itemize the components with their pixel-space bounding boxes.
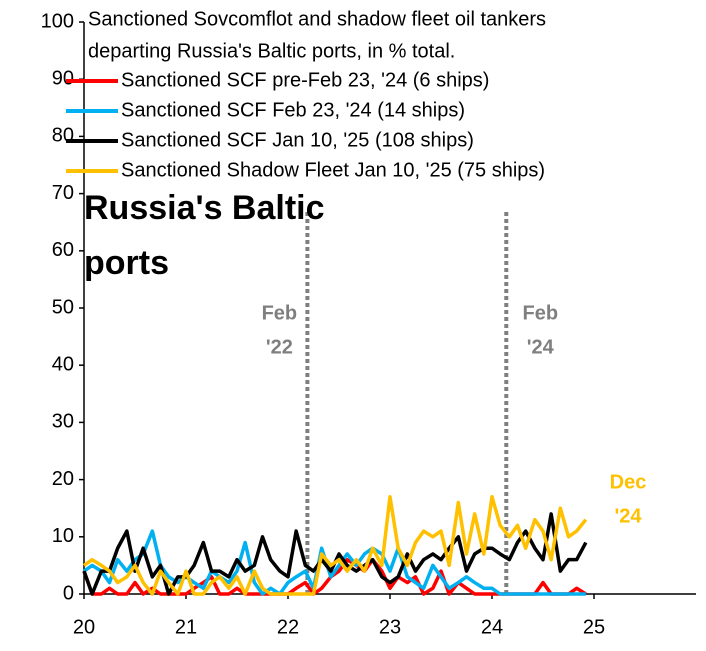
y-tick-label: 70 — [52, 182, 74, 204]
annotation-text: '22 — [266, 336, 293, 358]
x-tick-label: 25 — [583, 616, 605, 638]
chart-title: departing Russia's Baltic ports, in % to… — [88, 40, 455, 62]
y-tick-label: 40 — [52, 353, 74, 375]
series-line — [82, 495, 588, 596]
y-tick-label: 100 — [41, 10, 74, 32]
panel-label: ports — [84, 244, 169, 282]
end-label: Dec — [610, 471, 647, 493]
y-tick-label: 50 — [52, 296, 74, 318]
y-tick-label: 80 — [52, 125, 74, 147]
legend-label: Sanctioned Shadow Fleet Jan 10, '25 (75 … — [121, 159, 545, 181]
y-tick-label: 20 — [52, 468, 74, 490]
annotation-text: Feb — [522, 302, 558, 324]
end-label: '24 — [614, 505, 642, 527]
y-tick-label: 30 — [52, 411, 74, 433]
x-tick-label: 22 — [277, 616, 299, 638]
annotation-text: '24 — [527, 336, 555, 358]
series-line — [82, 529, 586, 596]
legend-label: Sanctioned SCF Feb 23, '24 (14 ships) — [121, 99, 465, 121]
y-tick-label: 0 — [63, 582, 74, 604]
legend-label: Sanctioned SCF Jan 10, '25 (108 ships) — [121, 129, 474, 151]
x-tick-label: 20 — [73, 616, 95, 638]
chart-title: Sanctioned Sovcomflot and shadow fleet o… — [88, 8, 546, 30]
x-tick-label: 23 — [379, 616, 401, 638]
x-tick-label: 24 — [481, 616, 503, 638]
y-tick-label: 10 — [52, 525, 74, 547]
y-tick-label: 90 — [52, 67, 74, 89]
legend-label: Sanctioned SCF pre-Feb 23, '24 (6 ships) — [121, 69, 489, 91]
annotation-text: Feb — [262, 302, 298, 324]
x-tick-label: 21 — [175, 616, 197, 638]
panel-label: Russia's Baltic — [84, 189, 325, 227]
y-tick-label: 60 — [52, 239, 74, 261]
